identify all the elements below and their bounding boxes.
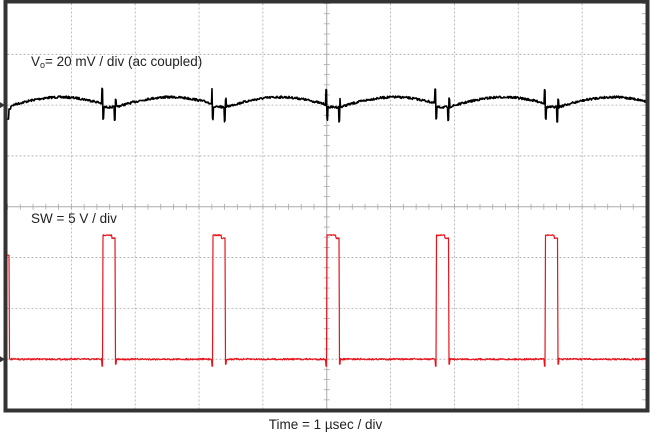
vo-channel-label: Vo= 20 mV / div (ac coupled): [31, 54, 203, 70]
sw-channel-label: SW = 5 V / div: [31, 211, 117, 226]
channel-ground-markers: [0, 102, 5, 363]
vo-ripple-trace: [7, 87, 647, 123]
plot-frame: [3, 0, 650, 413]
waveform-traces: [7, 87, 647, 367]
time-axis-label: Time = 1 µsec / div: [268, 417, 383, 432]
sw-node-trace: [7, 234, 647, 367]
